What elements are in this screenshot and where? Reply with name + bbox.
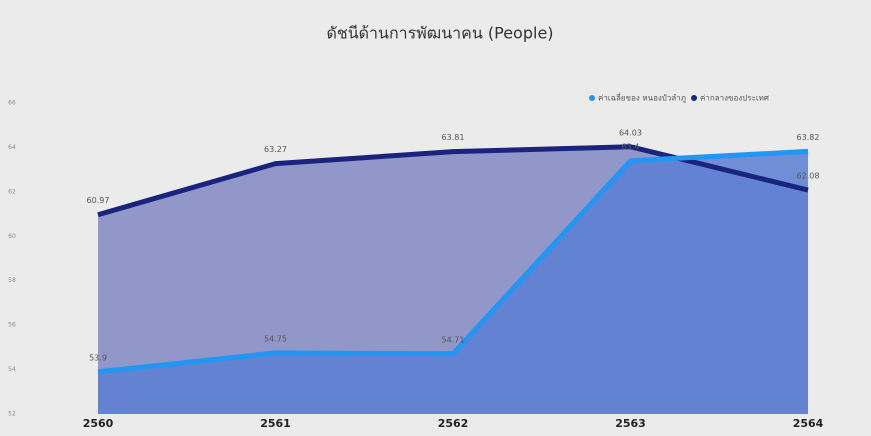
legend-marker <box>589 95 595 101</box>
value-label: 63.81 <box>442 133 465 142</box>
value-label: 60.97 <box>87 196 110 205</box>
value-label: 53.9 <box>89 353 107 362</box>
chart-title: ดัชนีด้านการพัฒนาคน (People) <box>326 24 553 43</box>
area <box>98 151 808 415</box>
line <box>97 148 809 375</box>
value-label: 63.4 <box>622 142 640 151</box>
value-label: 63.27 <box>264 145 287 154</box>
legend-marker <box>691 95 698 101</box>
value-label: 54.71 <box>442 335 465 344</box>
x-tick-label: 2562 <box>438 417 469 430</box>
legend-label: ค่าเฉลี่ยของ หนองบัวลำภู <box>598 92 686 104</box>
legend-label: ค่ากลางของประเทศ <box>700 94 769 103</box>
line <box>97 144 809 218</box>
x-tick-label: 2563 <box>615 417 646 430</box>
x-tick-label: 2564 <box>793 417 824 430</box>
value-label: 64.03 <box>619 128 642 137</box>
y-tick-label: 58 <box>8 277 16 284</box>
y-tick-label: 54 <box>8 366 16 373</box>
x-tick-label: 2560 <box>83 417 114 430</box>
y-tick-label: 62 <box>8 188 16 195</box>
y-tick-label: 66 <box>8 100 16 107</box>
y-tick-label: 64 <box>8 144 16 151</box>
y-tick-label: 60 <box>8 233 16 240</box>
value-label: 54.75 <box>264 334 287 343</box>
x-tick-label: 2561 <box>260 417 291 430</box>
y-tick-label: 52 <box>8 411 16 418</box>
value-label: 62.08 <box>797 172 820 181</box>
y-tick-label: 56 <box>8 322 16 329</box>
value-label: 63.82 <box>797 133 820 142</box>
